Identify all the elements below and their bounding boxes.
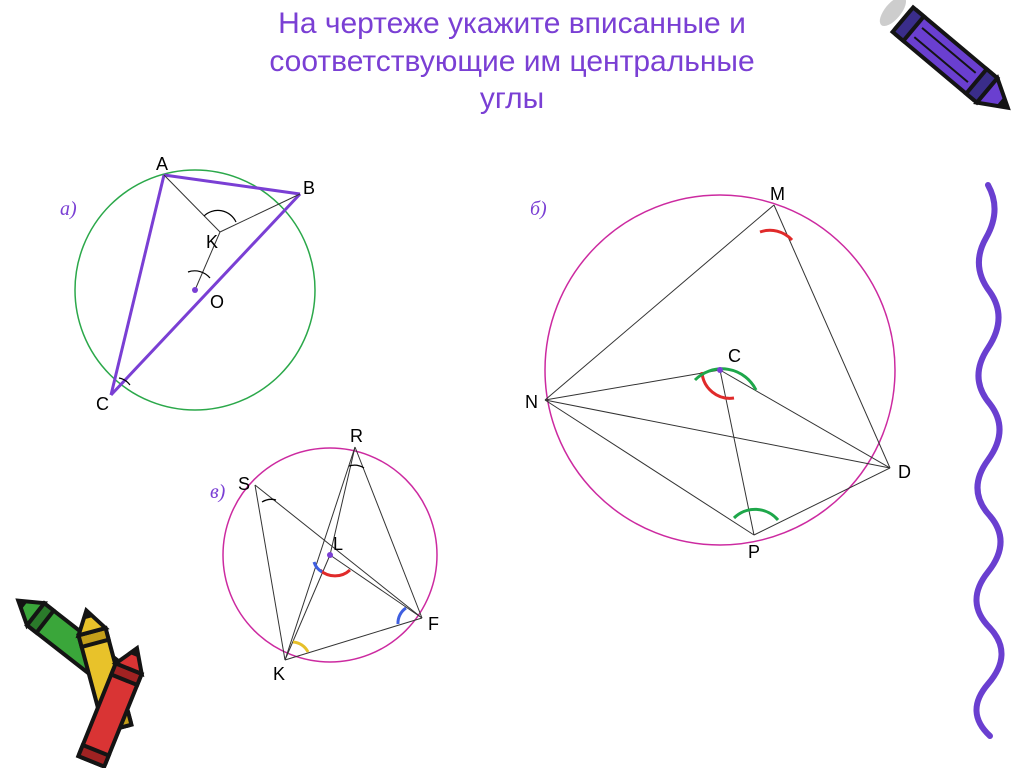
pt-M: M xyxy=(770,184,785,204)
label-a: а) xyxy=(60,198,77,220)
diagram-canvas: а) A B C K O б) xyxy=(0,0,1024,768)
line-CB xyxy=(111,194,300,395)
line-LF xyxy=(330,555,422,618)
pt-R: R xyxy=(350,426,363,446)
label-b: б) xyxy=(530,198,547,220)
pt-F: F xyxy=(428,614,439,634)
pt-L: L xyxy=(333,534,343,554)
line-KF xyxy=(285,618,422,660)
angle-P-green xyxy=(734,509,778,520)
line-NC xyxy=(545,370,720,400)
angle-M-red xyxy=(760,230,792,240)
pt-Cc: C xyxy=(728,346,741,366)
pt-O: O xyxy=(210,292,224,312)
pt-A: A xyxy=(156,154,168,174)
line-PD xyxy=(754,468,890,535)
pt-K: K xyxy=(206,232,218,252)
center-C-dot xyxy=(717,367,723,373)
line-CD xyxy=(720,370,890,468)
crayon-pile xyxy=(10,590,150,767)
angle-K-yellow xyxy=(293,642,308,652)
line-DM xyxy=(774,205,890,468)
label-c: в) xyxy=(210,481,226,503)
pt-N: N xyxy=(525,392,538,412)
angle-R xyxy=(349,465,364,468)
angle-S xyxy=(262,499,276,502)
pt-B: B xyxy=(303,178,315,198)
angle-O xyxy=(188,271,210,278)
center-O-dot xyxy=(192,287,198,293)
pt-S: S xyxy=(238,474,250,494)
line-RK xyxy=(285,447,355,660)
line-AK xyxy=(164,175,220,232)
angle-L-red xyxy=(320,570,350,576)
line-RF xyxy=(355,447,422,618)
pt-C: C xyxy=(96,394,109,414)
pt-K2: K xyxy=(273,664,285,684)
crayon-purple-top xyxy=(875,0,1019,121)
pt-D: D xyxy=(898,462,911,482)
angle-L-blue xyxy=(314,562,322,572)
line-MN xyxy=(545,205,774,400)
diagram-a: а) A B C K O xyxy=(60,154,315,414)
line-SK xyxy=(255,485,285,660)
angle-F-blue xyxy=(398,608,406,624)
line-AB xyxy=(164,175,300,194)
line-AC xyxy=(111,175,164,395)
diagram-b: б) M N P D C xyxy=(525,184,911,562)
pt-P: P xyxy=(748,542,760,562)
squiggle-right xyxy=(976,185,1001,736)
diagram-c: в) R S K F L xyxy=(210,426,439,684)
angle-C-red xyxy=(702,372,734,398)
